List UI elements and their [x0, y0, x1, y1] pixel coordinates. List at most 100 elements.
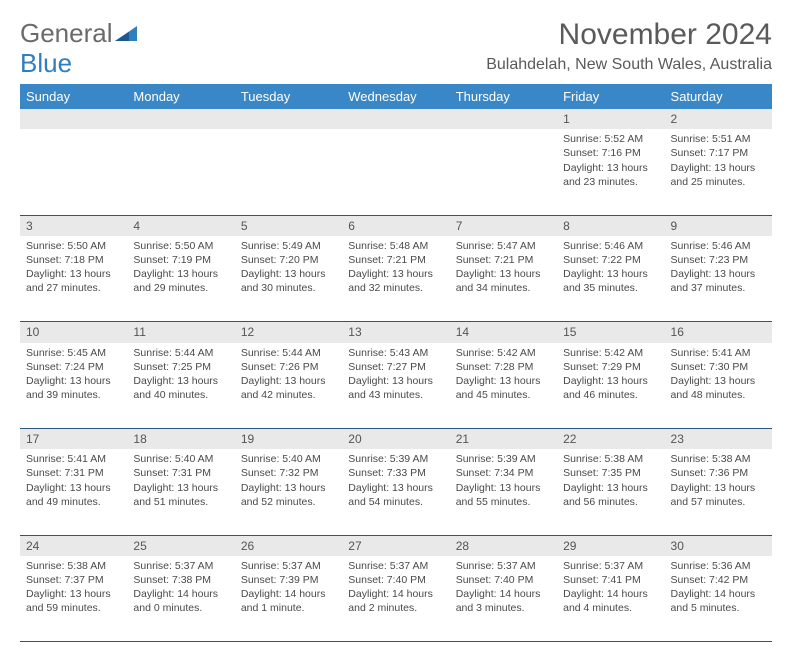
day-cell-content: Sunrise: 5:48 AMSunset: 7:21 PMDaylight:…: [342, 236, 449, 300]
day-sunrise: Sunrise: 5:37 AM: [241, 559, 336, 573]
day-sunrise: Sunrise: 5:45 AM: [26, 346, 121, 360]
day-header: Thursday: [450, 84, 557, 109]
calendar-table: SundayMondayTuesdayWednesdayThursdayFrid…: [20, 84, 772, 642]
day-sunrise: Sunrise: 5:48 AM: [348, 239, 443, 253]
day-number-row: 3456789: [20, 215, 772, 236]
day-day1: Daylight: 14 hours: [671, 587, 766, 601]
day-sunset: Sunset: 7:42 PM: [671, 573, 766, 587]
day-day2: and 30 minutes.: [241, 281, 336, 295]
day-sunrise: Sunrise: 5:37 AM: [563, 559, 658, 573]
day-cell: Sunrise: 5:40 AMSunset: 7:32 PMDaylight:…: [235, 449, 342, 535]
day-sunset: Sunset: 7:23 PM: [671, 253, 766, 267]
day-number: 27: [342, 535, 449, 556]
month-title: November 2024: [486, 18, 772, 52]
day-day1: Daylight: 13 hours: [348, 267, 443, 281]
day-day2: and 59 minutes.: [26, 601, 121, 615]
day-day1: Daylight: 14 hours: [241, 587, 336, 601]
day-number: 25: [127, 535, 234, 556]
day-cell: Sunrise: 5:46 AMSunset: 7:23 PMDaylight:…: [665, 236, 772, 322]
day-sunset: Sunset: 7:41 PM: [563, 573, 658, 587]
day-number: 16: [665, 322, 772, 343]
day-day2: and 52 minutes.: [241, 495, 336, 509]
day-cell-content: Sunrise: 5:49 AMSunset: 7:20 PMDaylight:…: [235, 236, 342, 300]
day-cell: Sunrise: 5:52 AMSunset: 7:16 PMDaylight:…: [557, 129, 664, 215]
day-cell: Sunrise: 5:39 AMSunset: 7:33 PMDaylight:…: [342, 449, 449, 535]
day-sunrise: Sunrise: 5:38 AM: [563, 452, 658, 466]
day-number: 29: [557, 535, 664, 556]
day-number: 21: [450, 429, 557, 450]
day-sunrise: Sunrise: 5:42 AM: [563, 346, 658, 360]
day-cell-content: Sunrise: 5:44 AMSunset: 7:26 PMDaylight:…: [235, 343, 342, 407]
brand-triangle-icon: [115, 18, 137, 49]
day-day1: Daylight: 13 hours: [133, 374, 228, 388]
day-number: 12: [235, 322, 342, 343]
day-sunrise: Sunrise: 5:39 AM: [456, 452, 551, 466]
day-sunset: Sunset: 7:20 PM: [241, 253, 336, 267]
day-day1: Daylight: 13 hours: [563, 267, 658, 281]
calendar-head: SundayMondayTuesdayWednesdayThursdayFrid…: [20, 84, 772, 109]
brand-logo: General: [20, 18, 137, 49]
day-sunrise: Sunrise: 5:44 AM: [241, 346, 336, 360]
day-day2: and 3 minutes.: [456, 601, 551, 615]
day-day2: and 25 minutes.: [671, 175, 766, 189]
day-day2: and 45 minutes.: [456, 388, 551, 402]
day-cell: Sunrise: 5:51 AMSunset: 7:17 PMDaylight:…: [665, 129, 772, 215]
day-day2: and 42 minutes.: [241, 388, 336, 402]
day-sunrise: Sunrise: 5:46 AM: [563, 239, 658, 253]
day-cell: Sunrise: 5:40 AMSunset: 7:31 PMDaylight:…: [127, 449, 234, 535]
day-cell: Sunrise: 5:37 AMSunset: 7:38 PMDaylight:…: [127, 556, 234, 642]
day-cell: [450, 129, 557, 215]
day-number: 24: [20, 535, 127, 556]
day-header: Monday: [127, 84, 234, 109]
day-cell: Sunrise: 5:36 AMSunset: 7:42 PMDaylight:…: [665, 556, 772, 642]
day-sunrise: Sunrise: 5:42 AM: [456, 346, 551, 360]
day-sunset: Sunset: 7:22 PM: [563, 253, 658, 267]
day-sunset: Sunset: 7:21 PM: [456, 253, 551, 267]
day-day1: Daylight: 13 hours: [241, 374, 336, 388]
day-cell: [127, 129, 234, 215]
day-cell-content: Sunrise: 5:51 AMSunset: 7:17 PMDaylight:…: [665, 129, 772, 193]
day-header: Sunday: [20, 84, 127, 109]
day-cell-content: Sunrise: 5:42 AMSunset: 7:29 PMDaylight:…: [557, 343, 664, 407]
day-cell-content: Sunrise: 5:50 AMSunset: 7:18 PMDaylight:…: [20, 236, 127, 300]
day-day1: Daylight: 13 hours: [133, 481, 228, 495]
day-cell: Sunrise: 5:37 AMSunset: 7:41 PMDaylight:…: [557, 556, 664, 642]
day-day1: Daylight: 13 hours: [671, 374, 766, 388]
day-sunset: Sunset: 7:24 PM: [26, 360, 121, 374]
day-cell: Sunrise: 5:47 AMSunset: 7:21 PMDaylight:…: [450, 236, 557, 322]
day-sunset: Sunset: 7:19 PM: [133, 253, 228, 267]
day-number: 6: [342, 215, 449, 236]
day-cell-content: Sunrise: 5:37 AMSunset: 7:38 PMDaylight:…: [127, 556, 234, 620]
header: General November 2024 Bulahdelah, New So…: [20, 18, 772, 74]
day-cell: Sunrise: 5:41 AMSunset: 7:31 PMDaylight:…: [20, 449, 127, 535]
day-header: Tuesday: [235, 84, 342, 109]
day-sunset: Sunset: 7:26 PM: [241, 360, 336, 374]
day-day1: Daylight: 13 hours: [456, 374, 551, 388]
day-day1: Daylight: 13 hours: [563, 161, 658, 175]
day-number: 20: [342, 429, 449, 450]
day-cell: Sunrise: 5:48 AMSunset: 7:21 PMDaylight:…: [342, 236, 449, 322]
day-day2: and 4 minutes.: [563, 601, 658, 615]
day-day2: and 37 minutes.: [671, 281, 766, 295]
day-sunset: Sunset: 7:33 PM: [348, 466, 443, 480]
day-day2: and 0 minutes.: [133, 601, 228, 615]
day-day1: Daylight: 13 hours: [671, 267, 766, 281]
day-sunrise: Sunrise: 5:37 AM: [456, 559, 551, 573]
day-cell-content: Sunrise: 5:40 AMSunset: 7:31 PMDaylight:…: [127, 449, 234, 513]
day-day1: Daylight: 13 hours: [456, 267, 551, 281]
day-cell: Sunrise: 5:44 AMSunset: 7:25 PMDaylight:…: [127, 343, 234, 429]
day-day1: Daylight: 13 hours: [26, 587, 121, 601]
day-number: 7: [450, 215, 557, 236]
day-day2: and 49 minutes.: [26, 495, 121, 509]
day-number: [235, 109, 342, 129]
day-day1: Daylight: 13 hours: [348, 481, 443, 495]
day-cell-content: Sunrise: 5:38 AMSunset: 7:36 PMDaylight:…: [665, 449, 772, 513]
day-day1: Daylight: 13 hours: [563, 374, 658, 388]
day-number: 5: [235, 215, 342, 236]
day-sunset: Sunset: 7:17 PM: [671, 146, 766, 160]
day-cell-content: Sunrise: 5:37 AMSunset: 7:40 PMDaylight:…: [342, 556, 449, 620]
day-cell-content: Sunrise: 5:37 AMSunset: 7:40 PMDaylight:…: [450, 556, 557, 620]
day-day2: and 48 minutes.: [671, 388, 766, 402]
day-day1: Daylight: 13 hours: [348, 374, 443, 388]
day-sunrise: Sunrise: 5:47 AM: [456, 239, 551, 253]
